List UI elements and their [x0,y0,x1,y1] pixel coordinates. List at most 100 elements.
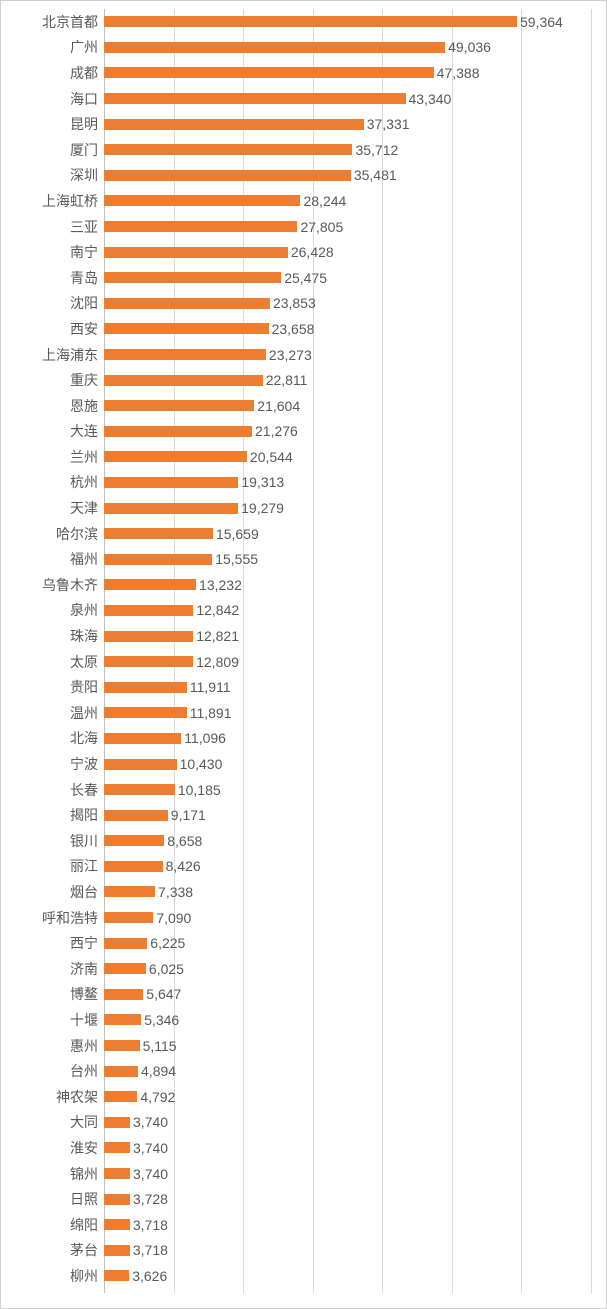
bar-value: 26,428 [288,244,334,260]
bar-row: 贵阳11,911 [9,674,591,700]
bar-label: 泉州 [9,600,104,620]
bar-fill [104,1270,129,1281]
bar-label: 绵阳 [9,1215,104,1235]
bar-row: 兰州20,544 [9,444,591,470]
bar-value: 7,090 [153,910,191,926]
bar-row: 上海浦东23,273 [9,342,591,368]
bar-track: 10,430 [104,751,591,777]
bar-label: 海口 [9,89,104,109]
bar-value: 47,388 [434,65,480,81]
bar-row: 三亚27,805 [9,214,591,240]
bar-value: 11,891 [187,705,232,721]
bar-value: 3,718 [130,1217,168,1233]
bar-label: 重庆 [9,370,104,390]
bar-value: 5,115 [140,1038,177,1054]
bar-row: 绵阳 3,718 [9,1212,591,1238]
bar-track: 3,740 [104,1135,591,1161]
bar-fill [104,170,351,181]
bar-fill [104,1245,130,1256]
bar-track: 35,481 [104,163,591,189]
bar-fill [104,912,153,923]
bar-fill [104,682,187,693]
bar-label: 西安 [9,319,104,339]
bar-value: 11,911 [187,679,231,695]
bar-label: 宁波 [9,754,104,774]
bar-value: 8,658 [164,833,202,849]
bar-value: 37,331 [364,116,410,132]
bar-value: 12,809 [193,654,239,670]
bar-value: 12,821 [193,628,239,644]
bar-fill [104,886,155,897]
bar-track: 10,185 [104,777,591,803]
bar-label: 乌鲁木齐 [9,575,104,595]
bar-fill [104,528,213,539]
bar-track: 13,232 [104,572,591,598]
bar-fill [104,1091,137,1102]
bar-row: 茅台3,718 [9,1238,591,1264]
bar-row: 珠海12,821 [9,623,591,649]
bar-label: 杭州 [9,472,104,492]
bar-label: 昆明 [9,114,104,134]
bar-label: 十堰 [9,1010,104,1030]
bar-fill [104,1168,130,1179]
bar-value: 4,792 [137,1089,175,1105]
bar-row: 北海 11,096 [9,726,591,752]
bar-row: 乌鲁木齐13,232 [9,572,591,598]
bar-row: 锦州3,740 [9,1161,591,1187]
bar-row: 西安23,658 [9,316,591,342]
bar-fill [104,656,193,667]
bar-row: 沈阳23,853 [9,291,591,317]
bar-value: 49,036 [445,39,491,55]
bar-fill [104,759,177,770]
bar-row: 深圳35,481 [9,163,591,189]
bar-fill [104,1066,138,1077]
bar-track: 3,626 [104,1263,591,1289]
bar-value: 21,604 [254,398,300,414]
bar-label: 南宁 [9,242,104,262]
bar-fill [104,1117,130,1128]
bar-track: 12,821 [104,623,591,649]
bar-fill [104,835,164,846]
bar-track: 12,842 [104,598,591,624]
bar-label: 茅台 [9,1240,104,1260]
bar-label: 北海 [9,728,104,748]
bar-value: 3,740 [130,1166,168,1182]
bar-fill [104,784,175,795]
bar-track: 23,853 [104,291,591,317]
bar-value: 4,894 [138,1063,176,1079]
bar-value: 6,225 [147,935,185,951]
bar-value: 19,279 [238,500,284,516]
bar-value: 25,475 [281,270,327,286]
bar-track: 35,712 [104,137,591,163]
bar-value: 27,805 [297,219,343,235]
bar-fill [104,375,263,386]
bar-value: 10,430 [177,756,223,772]
bar-row: 宁波 10,430 [9,751,591,777]
bar-row: 福州15,555 [9,546,591,572]
bar-fill [104,1219,130,1230]
bar-track: 7,338 [104,879,591,905]
bar-value: 35,712 [352,142,398,158]
bar-value: 8,426 [163,858,201,874]
bar-label: 上海虹桥 [9,191,104,211]
bar-row: 揭阳9,171 [9,802,591,828]
bar-row: 成都47,388 [9,60,591,86]
bar-fill [104,1142,130,1153]
bar-track: 27,805 [104,214,591,240]
bar-track: 47,388 [104,60,591,86]
bar-value: 5,647 [143,986,181,1002]
bar-label: 广州 [9,37,104,57]
bar-fill [104,298,270,309]
bar-row: 北京首都59,364 [9,9,591,35]
bar-track: 4,792 [104,1084,591,1110]
bar-label: 北京首都 [9,12,104,32]
bar-fill [104,195,300,206]
bar-fill [104,1014,141,1025]
bar-label: 惠州 [9,1036,104,1056]
bar-track: 5,647 [104,982,591,1008]
bar-value: 11,096 [181,730,226,746]
bar-fill [104,221,297,232]
bar-fill [104,605,193,616]
bar-label: 兰州 [9,447,104,467]
bar-value: 35,481 [351,167,397,183]
